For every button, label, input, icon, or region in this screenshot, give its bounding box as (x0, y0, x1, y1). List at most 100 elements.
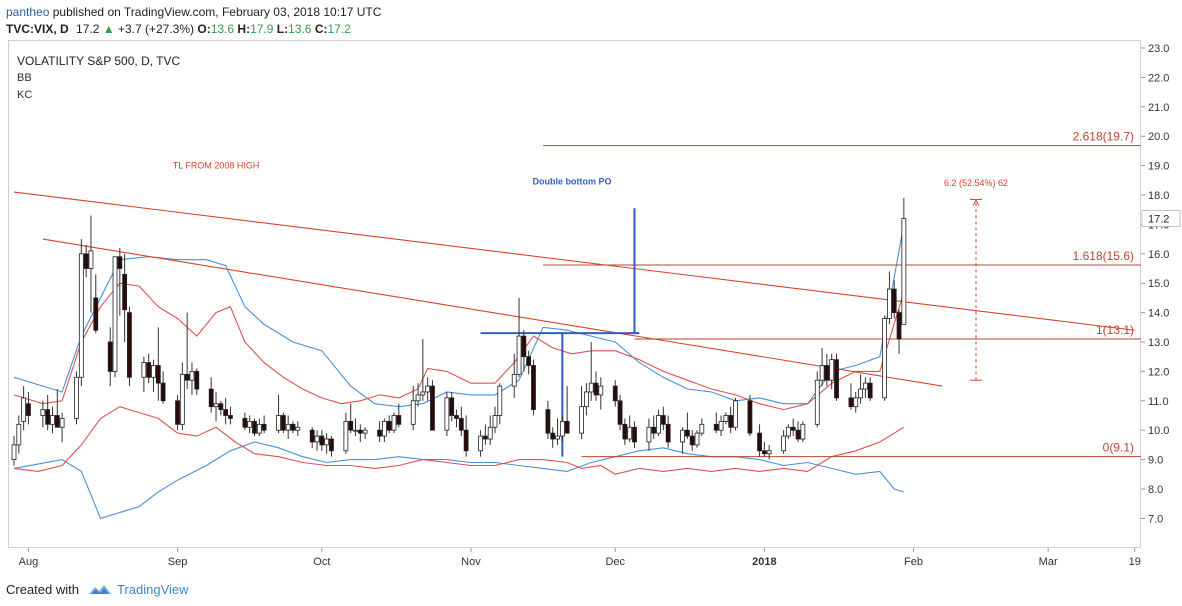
candle-body (78, 253, 84, 378)
tradingview-logo-icon[interactable] (88, 583, 112, 602)
candle-body (622, 423, 628, 440)
candle-body (357, 429, 363, 434)
candle-body (112, 256, 118, 372)
candle-body (353, 429, 358, 432)
trendline-lower (42, 238, 943, 387)
candle-body (766, 450, 772, 455)
low-value: 13.6 (288, 22, 312, 36)
y-tick-label: 16.0 (1148, 249, 1169, 261)
candle-body (319, 435, 325, 446)
bb-indicator-label[interactable]: BB (17, 72, 32, 84)
candle-body (882, 318, 888, 399)
candle-body (454, 415, 459, 419)
candle-body (848, 397, 854, 408)
trendline-annotation: TL FROM 2008 HIGH (173, 161, 260, 171)
candle-body (497, 385, 503, 416)
candle-body (829, 359, 835, 381)
candle-body (155, 365, 161, 384)
candle-body (425, 385, 431, 393)
candle-body (660, 415, 666, 425)
candle-body (867, 382, 873, 399)
candle-body (458, 418, 464, 431)
candle-body (482, 435, 488, 440)
series-legend: VOLATILITY S&P 500, D, TVC (17, 54, 181, 68)
candle-body (478, 435, 483, 452)
candle-body (800, 423, 806, 440)
y-tick-label: 14.0 (1148, 308, 1169, 320)
candle-body (21, 397, 27, 422)
y-tick-label: 11.0 (1148, 396, 1169, 408)
x-tick-label: Oct (313, 556, 330, 568)
candle-body (213, 403, 219, 408)
candle-body (795, 429, 801, 440)
high-value: 17.9 (250, 22, 274, 36)
candle-body (617, 400, 623, 425)
x-tick-label: Aug (19, 556, 39, 568)
candle-body (651, 426, 657, 434)
candle-body (276, 415, 281, 431)
candle-body (862, 382, 868, 390)
candle-body (256, 423, 262, 434)
candle-body (218, 403, 224, 411)
chart-pane[interactable]: VOLATILITY S&P 500, D, TVC BB KC (8, 40, 1141, 548)
candle-body (208, 388, 214, 408)
y-tick-label: 8.0 (1148, 484, 1163, 496)
candle-body (593, 382, 599, 396)
candle-body (410, 400, 416, 425)
kc-upper-band (13, 282, 905, 411)
candle-body (444, 397, 450, 431)
candle-body (54, 415, 60, 428)
plot-area: TL FROM 2008 HIGH Double bottom PO 6.2 (52… (11, 145, 1141, 520)
candle-body (11, 444, 17, 460)
y-tick-label: 10.0 (1148, 425, 1169, 437)
candle-body (381, 420, 387, 437)
kc-indicator-label[interactable]: KC (17, 89, 33, 101)
measure-arrow-icon (972, 199, 980, 206)
candle-body (516, 335, 522, 375)
candle-body (175, 400, 180, 425)
price-chart[interactable]: 7.0 8.0 9.0 10.0 11.0 12.0 13.0 14.0 15.0 16.0 17.… (0, 0, 1182, 576)
y-tick-label: 12.0 (1148, 366, 1169, 378)
candle-body (179, 373, 185, 425)
footer: Created with TradingView (0, 576, 1182, 606)
candle-body (290, 423, 296, 431)
candle-body (93, 297, 99, 331)
y-tick-label: 20.0 (1148, 131, 1169, 143)
publish-info: pantheo published on TradingView.com, Fe… (6, 5, 381, 19)
candle-body (824, 365, 830, 381)
last-price: 17.2 (76, 22, 100, 36)
candle-body (223, 409, 229, 416)
y-tick-label: 9.0 (1148, 455, 1163, 467)
y-tick-label: 21.0 (1148, 102, 1169, 114)
x-tick-label: 2018 (752, 556, 776, 568)
candle-body (814, 379, 820, 425)
candle-body (252, 420, 257, 434)
candle-body (59, 418, 65, 428)
candle-body (420, 391, 426, 396)
double-bottom-annotation: Double bottom PO (532, 177, 611, 187)
candle-body (16, 423, 22, 446)
candle-body (194, 370, 200, 390)
candle-body (579, 406, 584, 434)
author-name[interactable]: pantheo (6, 5, 50, 19)
candle-body (694, 432, 700, 446)
chart-header: pantheo published on TradingView.com, Fe… (0, 0, 1182, 40)
candle-body (141, 362, 147, 378)
candle-body (853, 397, 859, 408)
candle-body (718, 420, 724, 431)
candle-body (526, 356, 532, 366)
y-tick-label: 7.0 (1148, 513, 1163, 525)
candle-body (449, 397, 455, 416)
tradingview-link[interactable]: TradingView (117, 582, 189, 597)
candle-body (415, 394, 421, 402)
candle-body (665, 423, 671, 443)
candle-body (329, 438, 334, 452)
candle-body (757, 432, 762, 452)
candle-body (228, 415, 233, 419)
candle-body (559, 420, 565, 437)
created-with-text: Created with (6, 582, 79, 597)
candle-body (391, 415, 397, 431)
candle-body (492, 415, 498, 428)
candle-body (612, 385, 618, 402)
fib-level-label: 1(13.1) (1096, 323, 1134, 337)
